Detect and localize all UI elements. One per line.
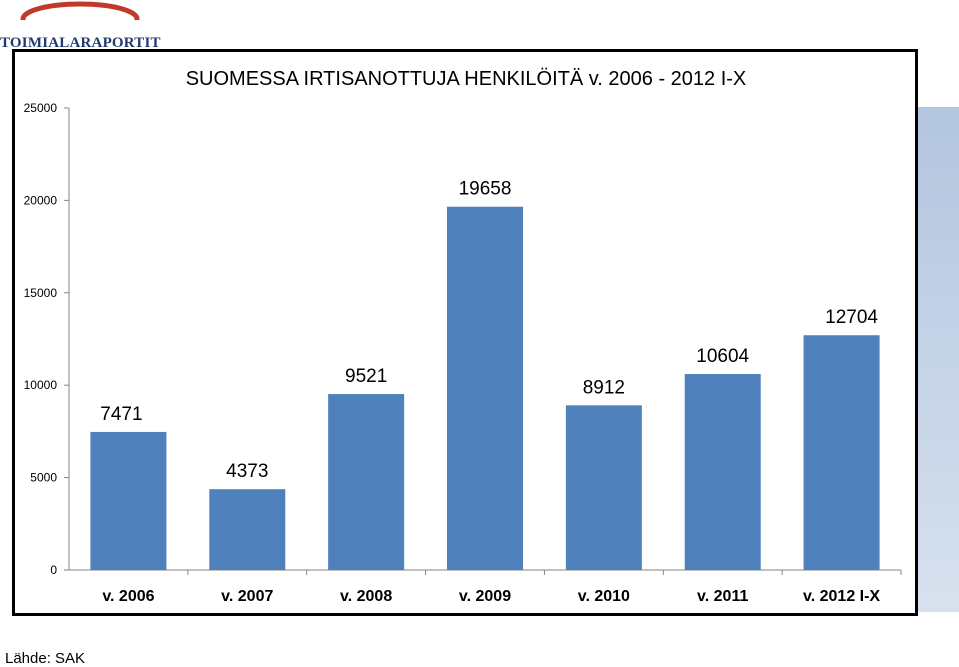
x-tick-label: v. 2006 <box>102 588 154 605</box>
bar <box>209 489 286 570</box>
bar <box>328 394 405 570</box>
y-tick-label: 25000 <box>24 101 58 115</box>
source-note: Lähde: SAK <box>5 650 86 667</box>
data-label: 12704 <box>825 307 878 328</box>
data-label: 7471 <box>100 404 142 425</box>
background-strip <box>918 107 959 612</box>
bar <box>684 374 761 570</box>
bar <box>803 335 880 570</box>
y-tick-label: 0 <box>50 563 57 577</box>
bar <box>90 431 167 570</box>
x-tick-label: v. 2007 <box>221 588 273 605</box>
bar <box>447 206 523 570</box>
x-tick-label: v. 2009 <box>459 588 511 605</box>
y-tick-label: 10000 <box>24 378 58 392</box>
logo: TOIMIALARAPORTIT <box>0 0 161 52</box>
data-label: 4373 <box>226 461 268 482</box>
data-label: 10604 <box>696 346 749 367</box>
bar <box>565 405 642 570</box>
data-label: 8912 <box>583 377 625 398</box>
y-tick-label: 15000 <box>24 286 58 300</box>
y-tick-label: 5000 <box>30 471 57 485</box>
x-tick-label: v. 2012 I-X <box>803 588 880 605</box>
data-label: 19658 <box>459 179 512 200</box>
x-tick-label: v. 2010 <box>578 588 630 605</box>
logo-swoosh-icon <box>0 1 160 40</box>
data-label: 9521 <box>345 366 387 387</box>
y-tick-label: 20000 <box>24 193 58 207</box>
chart-title: SUOMESSA IRTISANOTTUJA HENKILÖITÄ v. 200… <box>186 68 747 90</box>
x-tick-label: v. 2011 <box>697 588 748 605</box>
x-tick-label: v. 2008 <box>340 588 392 605</box>
logo-text: TOIMIALARAPORTIT <box>0 35 161 51</box>
